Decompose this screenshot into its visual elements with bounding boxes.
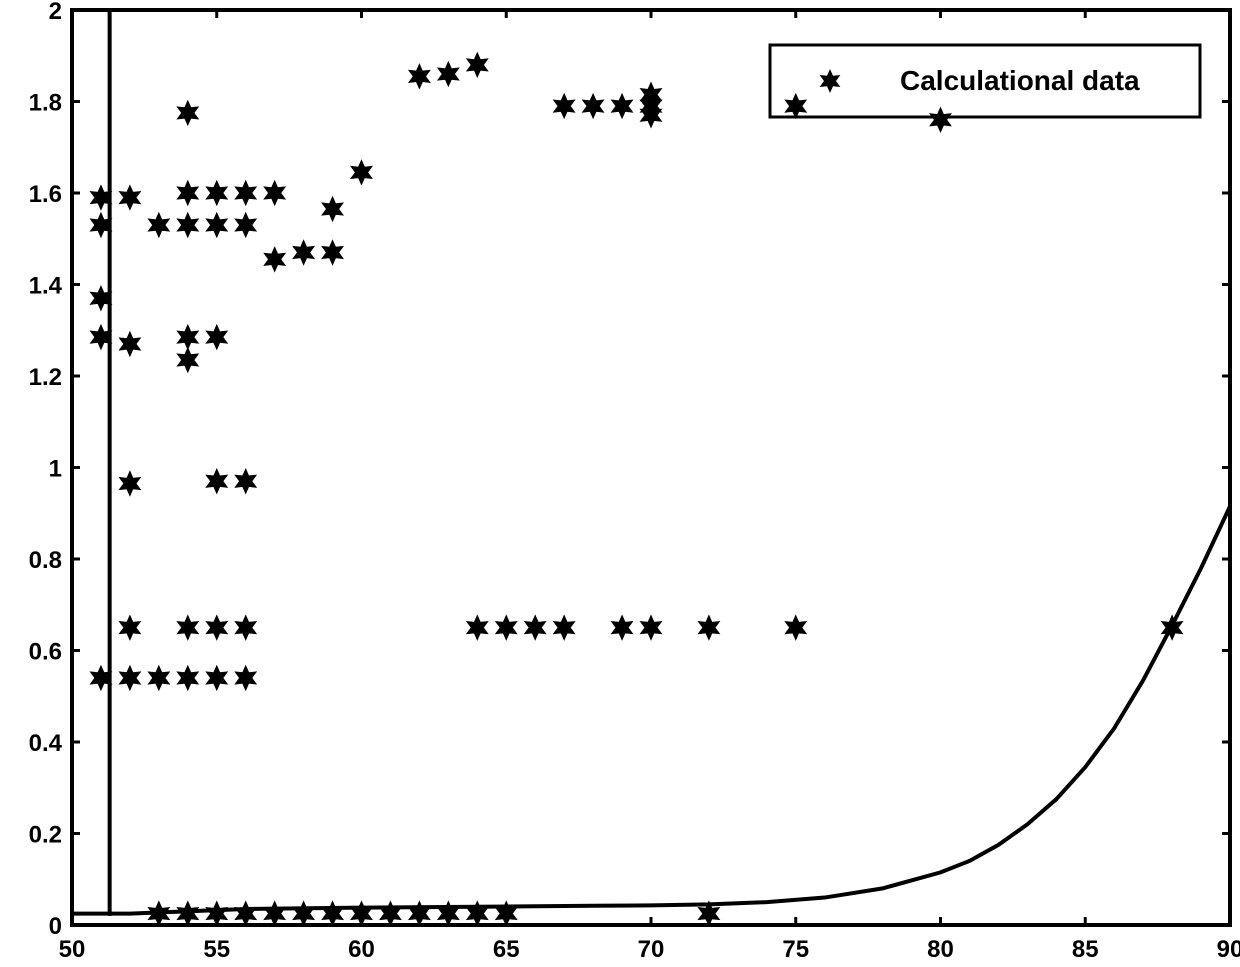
data-marker [235,902,256,926]
data-marker [293,902,314,926]
y-tick-label: 2 [49,0,62,25]
data-marker [120,616,141,640]
data-marker [206,469,227,493]
data-marker [206,616,227,640]
legend-marker-icon [820,69,841,93]
x-tick-label: 90 [1217,936,1240,963]
data-marker [177,325,198,349]
y-tick-label: 0 [49,913,62,940]
data-marker [641,616,662,640]
data-marker [148,666,169,690]
data-marker [785,94,806,118]
curve-line [72,506,1230,913]
y-tick-label: 0.2 [29,822,62,849]
data-marker [264,902,285,926]
data-marker [177,666,198,690]
data-marker [351,160,372,184]
y-tick-label: 1.6 [29,181,62,208]
data-marker [467,53,488,77]
data-marker [206,181,227,205]
chart-svg: 50 55 60 65 70 75 80 85 90 0 0.2 0.4 0.6 0.8 1 1.2 1.4 1.… [0,0,1240,967]
data-marker [120,666,141,690]
plot-box [72,10,1230,925]
data-marker [235,181,256,205]
x-tick-label: 60 [348,936,375,963]
data-marker [322,240,343,264]
data-marker [380,902,401,926]
data-marker [293,240,314,264]
data-marker [235,616,256,640]
data-marker [235,666,256,690]
data-marker [699,616,720,640]
data-marker [496,616,517,640]
data-marker [322,197,343,221]
data-marker [120,332,141,356]
y-tick-label: 0.4 [29,730,63,757]
data-marker [409,64,430,88]
data-marker [148,213,169,237]
data-marker [322,902,343,926]
data-marker [351,902,372,926]
legend-label: Calculational data [900,65,1140,96]
y-tick-label: 1.2 [29,364,62,391]
x-tick-label: 65 [493,936,520,963]
scatter-chart: 50 55 60 65 70 75 80 85 90 0 0.2 0.4 0.6 0.8 1 1.2 1.4 1.… [0,0,1240,967]
data-marker [120,472,141,496]
data-marker [177,616,198,640]
data-marker [467,616,488,640]
data-marker [554,616,575,640]
data-marker [583,94,604,118]
data-marker [206,902,227,926]
y-tick-label: 0.8 [29,547,62,574]
x-tick-label: 70 [638,936,665,963]
data-marker [177,213,198,237]
x-tick-label: 55 [203,936,230,963]
y-tick-label: 1.4 [29,273,63,300]
y-tick-label: 1.8 [29,90,62,117]
data-marker [525,616,546,640]
data-marker [206,666,227,690]
y-tick-label: 0.6 [29,639,62,666]
y-tick-label: 1 [49,456,62,483]
data-marker [177,101,198,125]
data-marker [264,181,285,205]
data-marker [206,325,227,349]
data-marker [206,213,227,237]
data-marker [554,94,575,118]
x-tick-label: 75 [782,936,809,963]
data-marker [235,469,256,493]
data-marker [235,213,256,237]
data-marker [264,247,285,271]
data-marker [177,348,198,372]
data-marker [785,616,806,640]
data-marker [177,181,198,205]
data-marker [612,616,633,640]
x-tick-label: 85 [1072,936,1099,963]
data-marker [930,108,951,132]
data-marker [612,94,633,118]
data-marker [120,186,141,210]
data-marker [438,62,459,86]
x-tick-label: 50 [59,936,86,963]
x-tick-label: 80 [927,936,954,963]
data-marker [641,103,662,127]
data-markers [91,53,1183,926]
